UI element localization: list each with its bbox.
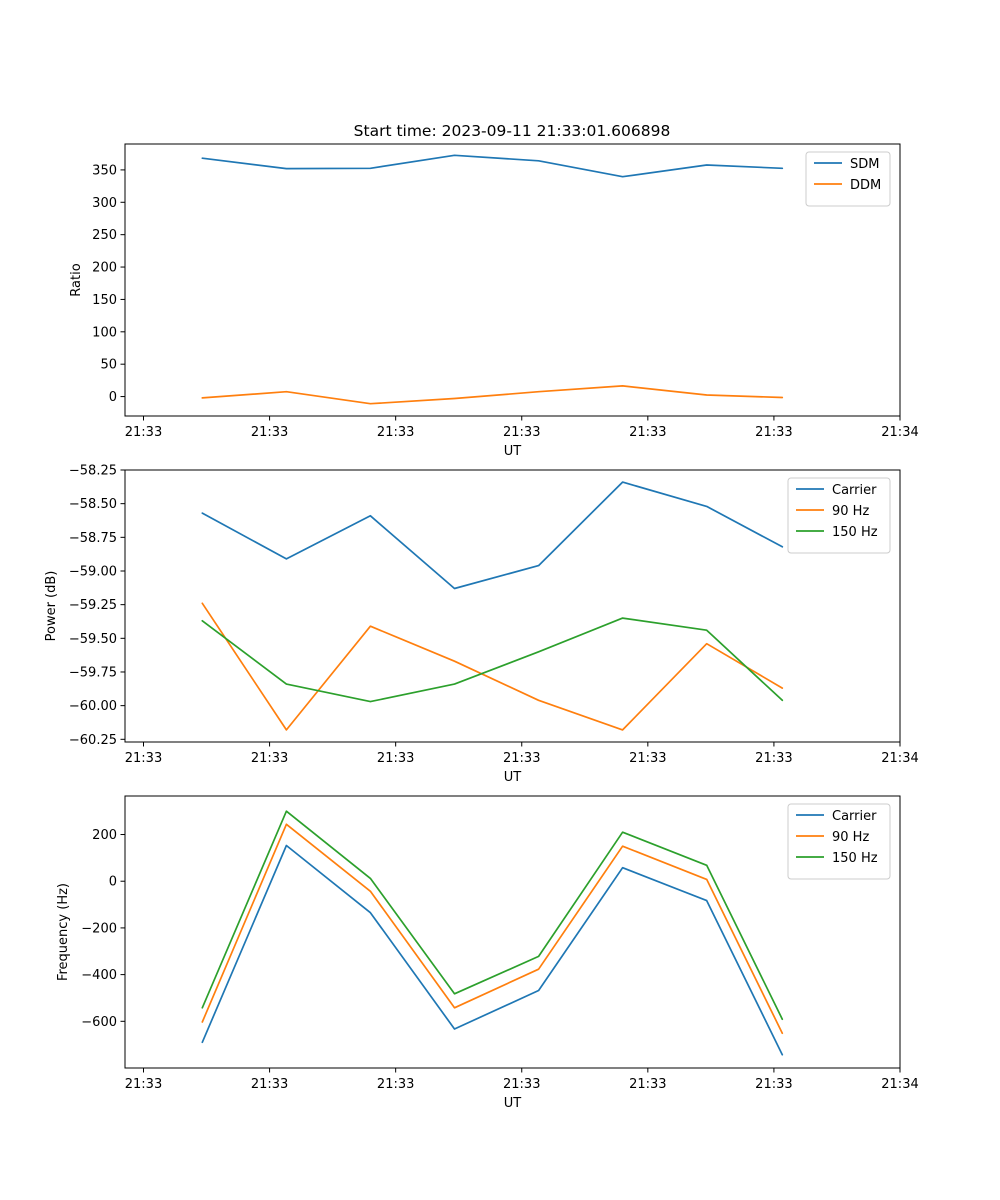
power-series-90-hz	[201, 602, 784, 731]
ratio-panel: 21:33 21:33 21:33 21:33 21:33 21:33 21:34 0 50 10…	[69, 143, 919, 459]
frequency-legend: Carrier 90 Hz 150 Hz	[787, 803, 891, 880]
ratio-y-tick-label: 0	[109, 390, 117, 405]
frequency-y-tick-label: 0	[109, 875, 117, 890]
power-axes-frame	[124, 469, 901, 743]
ratio-y-axis-label: Ratio	[69, 263, 84, 296]
power-x-tick-label: 21:33	[503, 751, 540, 766]
ratio-x-tick-label: 21:33	[503, 425, 540, 440]
frequency-x-tick-label: 21:33	[125, 1077, 162, 1092]
power-y-tick-label: −60.00	[69, 699, 117, 714]
ratio-y-tick-label: 150	[92, 293, 117, 308]
frequency-axes-frame	[124, 795, 901, 1069]
chart-title: Start time: 2023-09-11 21:33:01.606898	[354, 122, 671, 140]
power-x-tick-label: 21:33	[629, 751, 666, 766]
frequency-legend-box	[787, 803, 891, 880]
frequency-x-tick-label: 21:33	[503, 1077, 540, 1092]
power-x-tick-label: 21:33	[377, 751, 414, 766]
power-x-tick-label: 21:33	[251, 751, 288, 766]
power-y-tick-label: −58.25	[69, 464, 117, 479]
ratio-legend-label-ddm: DDM	[850, 178, 881, 193]
power-y-tick-label: −58.75	[69, 531, 117, 546]
power-y-tick-label: −59.75	[69, 665, 117, 680]
ratio-series-ddm	[201, 385, 784, 405]
ratio-y-tick-label: 100	[92, 325, 117, 340]
power-legend-label-carrier: Carrier	[832, 483, 877, 498]
power-series-150-hz	[201, 617, 784, 703]
ratio-y-tick-label: 350	[92, 163, 117, 178]
frequency-y-axis-label: Frequency (Hz)	[56, 883, 71, 981]
power-panel: 21:33 21:33 21:33 21:33 21:33 21:33 21:34 −60.2…	[44, 464, 919, 786]
ratio-x-tick-label: 21:33	[377, 425, 414, 440]
frequency-y-tick-label: −600	[81, 1015, 117, 1030]
power-y-tick-label: −59.50	[69, 632, 117, 647]
power-x-tick-label: 21:34	[881, 751, 918, 766]
frequency-legend-label-150-hz: 150 Hz	[832, 851, 878, 866]
ratio-y-tick-label: 250	[92, 228, 117, 243]
ratio-legend: SDM DDM	[805, 151, 891, 207]
power-legend-box	[787, 477, 891, 554]
power-legend: Carrier 90 Hz 150 Hz	[787, 477, 891, 554]
power-y-tick-label: −58.50	[69, 497, 117, 512]
ratio-legend-label-sdm: SDM	[850, 157, 879, 172]
frequency-series-90-hz	[201, 823, 784, 1035]
frequency-x-axis-label: UT	[504, 1096, 522, 1111]
power-x-tick-label: 21:33	[125, 751, 162, 766]
frequency-y-tick-label: −200	[81, 921, 117, 936]
ratio-x-tick-label: 21:33	[125, 425, 162, 440]
power-y-tick-label: −59.00	[69, 564, 117, 579]
ratio-x-axis-label: UT	[504, 444, 522, 459]
frequency-panel: 21:33 21:33 21:33 21:33 21:33 21:33 21:34 −600 −…	[56, 795, 919, 1111]
ratio-series-sdm	[201, 154, 784, 178]
frequency-x-tick-label: 21:33	[629, 1077, 666, 1092]
power-y-tick-label: −59.25	[69, 598, 117, 613]
frequency-y-tick-label: −400	[81, 968, 117, 983]
frequency-x-tick-label: 21:34	[881, 1077, 918, 1092]
power-x-axis-label: UT	[504, 770, 522, 785]
ratio-y-tick-label: 300	[92, 196, 117, 211]
frequency-legend-label-carrier: Carrier	[832, 809, 877, 824]
power-y-axis-label: Power (dB)	[44, 571, 59, 642]
frequency-series-carrier	[201, 844, 784, 1056]
power-legend-label-150-hz: 150 Hz	[832, 525, 878, 540]
frequency-x-tick-label: 21:33	[755, 1077, 792, 1092]
ratio-x-tick-label: 21:33	[629, 425, 666, 440]
ratio-y-tick-label: 200	[92, 261, 117, 276]
frequency-y-tick-label: 200	[92, 828, 117, 843]
frequency-series-150-hz	[201, 810, 784, 1021]
frequency-x-tick-label: 21:33	[377, 1077, 414, 1092]
ratio-x-tick-label: 21:33	[755, 425, 792, 440]
power-series-carrier	[201, 481, 784, 590]
ratio-axes-frame	[124, 143, 901, 417]
ratio-x-tick-label: 21:33	[251, 425, 288, 440]
ratio-y-tick-label: 50	[100, 358, 117, 373]
power-legend-label-90-hz: 90 Hz	[832, 504, 869, 519]
frequency-x-tick-label: 21:33	[251, 1077, 288, 1092]
frequency-legend-label-90-hz: 90 Hz	[832, 830, 869, 845]
ratio-legend-box	[805, 151, 891, 207]
power-x-tick-label: 21:33	[755, 751, 792, 766]
power-y-tick-label: −60.25	[69, 733, 117, 748]
ratio-x-tick-label: 21:34	[881, 425, 918, 440]
